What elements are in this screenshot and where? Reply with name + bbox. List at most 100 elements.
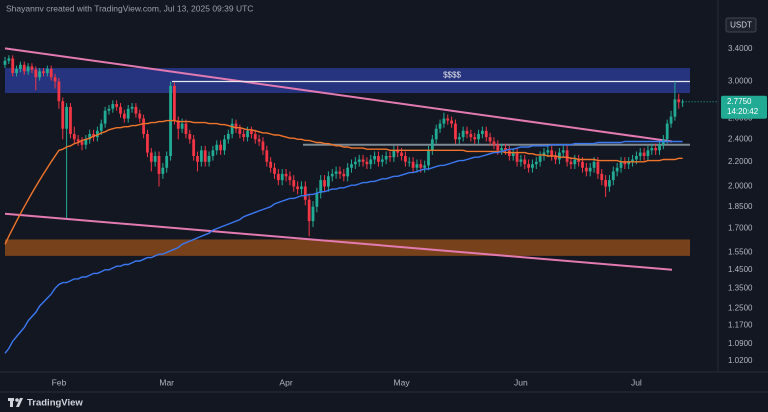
candle-body <box>588 167 592 172</box>
candle-body <box>284 173 288 177</box>
plot-area: $$$$ <box>3 47 718 354</box>
candle-body <box>280 173 284 181</box>
y-tick-label: 1.0900 <box>728 339 753 348</box>
candle-body <box>665 123 669 140</box>
candle-body <box>311 206 315 222</box>
candle-body <box>142 118 145 134</box>
candle-body <box>631 159 634 162</box>
candle-body <box>330 173 334 177</box>
zone <box>5 239 690 256</box>
candle-body <box>353 161 357 165</box>
candle-body <box>392 150 396 158</box>
candle-body <box>184 123 188 134</box>
candle-body <box>161 167 165 174</box>
brand-logo <box>8 398 23 407</box>
y-tick-label: 1.8500 <box>728 202 753 211</box>
candle-body <box>72 133 76 140</box>
candle-body <box>19 64 22 69</box>
candle-body <box>115 104 119 107</box>
candle-body <box>296 186 299 190</box>
candle-body <box>596 161 600 174</box>
candle-body <box>307 199 311 222</box>
logo-part <box>10 398 13 407</box>
candle-body <box>261 141 265 151</box>
candle-body <box>527 164 530 168</box>
y-tick-label: 1.3500 <box>728 283 753 292</box>
candle-body <box>488 137 492 142</box>
candle-body <box>223 139 226 151</box>
moving-average-line <box>4 140 683 354</box>
candle-body <box>134 106 138 114</box>
candle-body <box>119 106 122 114</box>
candle-body <box>327 176 330 187</box>
candle-body <box>276 173 280 181</box>
candle-body <box>558 152 561 160</box>
candle-body <box>157 156 161 174</box>
candle-body <box>219 144 222 151</box>
candle-body <box>80 141 84 145</box>
candle-body <box>350 164 353 168</box>
x-tick-label: Jul <box>631 377 642 387</box>
candle-body <box>373 156 376 160</box>
candle-body <box>484 130 488 138</box>
candle-body <box>611 171 615 181</box>
candle-body <box>96 130 99 138</box>
candle-body <box>315 193 319 207</box>
candle-body <box>515 152 519 162</box>
y-tick-label: 3.0000 <box>728 77 753 86</box>
candle-body <box>76 139 80 142</box>
chart-title: Shayannv created with TradingView.com, J… <box>6 3 253 13</box>
candle-body <box>111 104 115 109</box>
candle-body <box>22 64 26 72</box>
candle-body <box>531 164 534 168</box>
candle-body <box>538 156 542 162</box>
candle-body <box>446 118 450 121</box>
candle-body <box>250 130 253 134</box>
candle-body <box>303 186 307 200</box>
candle-body <box>238 128 242 134</box>
candle-body <box>99 123 103 131</box>
candle-body <box>273 167 276 174</box>
candle-body <box>415 164 419 168</box>
candle-body <box>438 123 442 129</box>
candle-body <box>511 152 515 157</box>
candle-body <box>42 71 45 74</box>
candle-body <box>465 130 469 134</box>
candle-body <box>38 71 42 78</box>
candle-body <box>380 159 384 162</box>
candle-body <box>300 186 303 190</box>
candle-body <box>658 144 661 151</box>
candle-body <box>207 156 211 162</box>
candle-body <box>419 164 423 168</box>
candle-body <box>34 69 38 78</box>
candle-body <box>199 150 203 162</box>
candle-body <box>7 58 11 61</box>
candle-body <box>600 173 604 181</box>
zone <box>5 68 690 93</box>
candle-body <box>423 165 427 168</box>
candle-body <box>342 173 346 177</box>
candle-body <box>454 123 457 140</box>
candle-body <box>604 180 607 187</box>
candle-body <box>377 156 380 162</box>
candle-body <box>469 133 473 138</box>
candle-body <box>673 99 677 117</box>
candle-body <box>253 133 257 140</box>
candle-body <box>53 77 57 82</box>
y-tick-label: 2.2000 <box>728 157 753 166</box>
y-tick-label: 1.5500 <box>728 248 753 257</box>
candle-body <box>257 139 261 142</box>
candle-body <box>396 150 400 153</box>
candle-body <box>638 152 642 157</box>
candle-body <box>361 159 365 162</box>
candle-body <box>226 133 230 140</box>
candle-body <box>400 152 403 157</box>
candle-body <box>149 152 153 162</box>
candle-body <box>519 159 523 162</box>
candle-body <box>369 159 373 165</box>
candle-body <box>30 66 34 70</box>
candle-body <box>477 133 480 140</box>
candle-body <box>481 130 484 134</box>
